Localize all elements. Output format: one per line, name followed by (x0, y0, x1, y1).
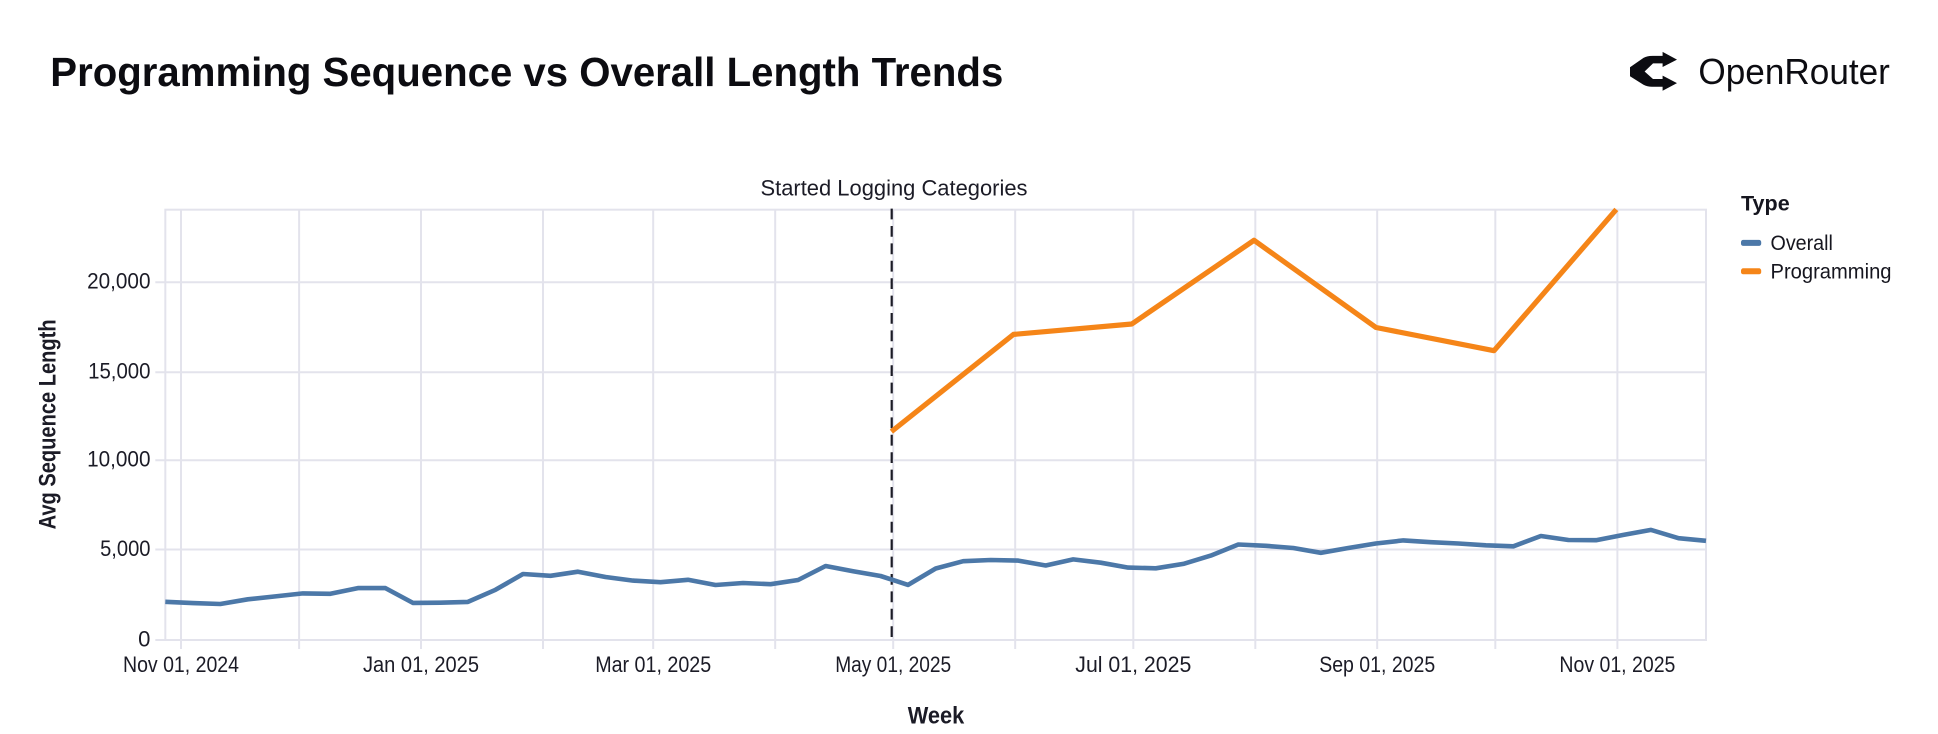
svg-text:Programming: Programming (1771, 261, 1892, 284)
svg-text:20,000: 20,000 (87, 269, 150, 294)
svg-text:Programming Sequence vs Overal: Programming Sequence vs Overall Length T… (50, 49, 1003, 95)
svg-text:Jul 01, 2025: Jul 01, 2025 (1075, 652, 1191, 677)
svg-text:Nov 01, 2024: Nov 01, 2024 (123, 652, 239, 677)
svg-text:15,000: 15,000 (88, 359, 150, 384)
svg-text:Avg Sequence Length: Avg Sequence Length (36, 319, 62, 529)
svg-text:Sep 01, 2025: Sep 01, 2025 (1319, 652, 1435, 677)
svg-text:10,000: 10,000 (87, 447, 150, 472)
svg-text:May 01, 2025: May 01, 2025 (835, 652, 951, 677)
svg-text:Type: Type (1741, 192, 1790, 216)
svg-text:Overall: Overall (1771, 232, 1833, 255)
svg-text:0: 0 (138, 626, 150, 651)
svg-text:OpenRouter: OpenRouter (1698, 51, 1890, 92)
svg-text:Nov 01, 2025: Nov 01, 2025 (1559, 652, 1675, 677)
svg-text:Mar 01, 2025: Mar 01, 2025 (595, 652, 711, 677)
svg-text:5,000: 5,000 (100, 536, 150, 561)
svg-text:Started Logging Categories: Started Logging Categories (761, 175, 1028, 200)
svg-text:Week: Week (908, 702, 965, 729)
svg-text:Jan 01, 2025: Jan 01, 2025 (363, 652, 479, 677)
